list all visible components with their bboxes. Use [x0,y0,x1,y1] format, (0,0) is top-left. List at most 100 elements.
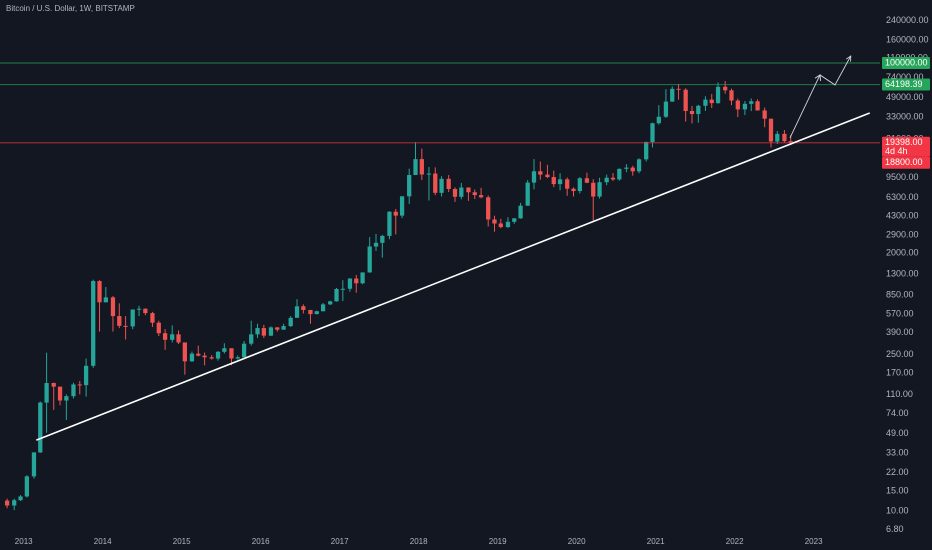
candle-body [320,304,326,312]
candle-body [38,402,43,453]
candle-body [97,281,102,303]
candle-body [31,452,37,477]
y-tick-label: 110.00 [886,389,913,399]
candle-body [584,178,590,183]
candle-body [189,353,195,362]
candle-body [729,90,734,101]
candle-body [696,105,701,115]
candle-body [577,178,582,192]
candle-body [4,500,10,506]
candle-body [268,327,274,336]
candle-body [367,246,372,273]
projection-arrowhead [814,74,822,81]
price-badge [882,78,930,91]
candle-body [663,101,669,117]
candle-body [446,178,451,189]
candle-body [433,173,438,193]
candle-body [624,167,629,169]
price-badge [882,56,930,69]
candle-body [709,99,714,104]
candle-body [308,309,313,315]
candle-body [130,309,135,327]
price-badge [882,136,930,157]
candle-body [413,159,418,176]
y-tick-label: 6300.00 [886,192,919,202]
candle-body [275,327,280,330]
projection-path [789,56,851,139]
countdown-label: 4d 4h [885,146,908,156]
candle-body [110,297,116,317]
candle-body [571,188,576,192]
price-badge [882,156,930,169]
candle-body [650,123,655,143]
candle-body [775,133,780,142]
candle-body [472,192,477,196]
candle-body [64,396,69,401]
candle-body [334,289,339,302]
candle-body [439,178,444,193]
candle-body [749,101,754,104]
candle-body [235,357,240,359]
candle-body [117,316,122,326]
candle-body [162,333,168,340]
candle-body [545,174,550,178]
y-tick-label: 49000.00 [886,92,924,102]
candle-body [288,317,293,327]
candle-body [419,159,424,175]
y-tick-label: 850.00 [886,289,914,299]
candle-body [18,496,23,501]
candle-body [689,110,695,115]
candle-body [788,141,793,143]
y-tick-label: 74.00 [886,408,909,418]
y-tick-label: 570.00 [886,309,914,319]
candle-body [255,328,260,335]
candle-body [170,334,175,340]
chart-title: Bitcoin / U.S. Dollar, 1W, BITSTAMP [6,4,135,13]
x-tick-label: 2017 [331,537,349,546]
candle-body [703,99,708,106]
candle-body [103,297,108,303]
candle-body [630,167,635,172]
candle-body [51,383,56,387]
candle-body [91,281,96,366]
x-tick-label: 2021 [647,537,665,546]
candle-body [782,133,787,142]
candle-body [715,86,721,104]
candle-body [123,325,128,327]
y-tick-label: 240000.00 [886,15,929,25]
candle-body [182,342,187,362]
candle-body [466,187,471,193]
candle-body [399,196,405,216]
candle-body [24,476,29,497]
candle-body [347,278,353,289]
x-tick-label: 2023 [805,537,823,546]
candle-body [768,118,774,142]
y-tick-label: 49.00 [886,428,909,438]
candle-body [676,88,681,90]
candle-body [83,365,89,386]
candle-body [762,110,767,119]
candle-body [459,187,464,197]
y-tick-label: 15.00 [886,486,909,496]
candle-body [551,177,556,185]
candle-body [683,89,688,111]
price-axis: 240000.00160000.00110000.0074000.0049000… [880,0,932,550]
candle-body [742,103,748,110]
candle-body [328,301,333,305]
y-tick-label: 2000.00 [886,248,919,258]
candle-body [294,306,300,318]
y-tick-label: 1300.00 [886,269,919,279]
candle-body [610,177,616,180]
candle-body [12,500,17,506]
candle-body [505,221,511,228]
candle-body [229,348,234,359]
candle-body [452,188,458,197]
candle-body [71,384,76,397]
candle-body [215,351,221,359]
candle-body [241,343,247,358]
x-tick-label: 2016 [252,537,270,546]
y-tick-label: 22.00 [886,467,909,477]
candle-body [636,159,642,172]
y-tick-label: 170.00 [886,368,914,378]
